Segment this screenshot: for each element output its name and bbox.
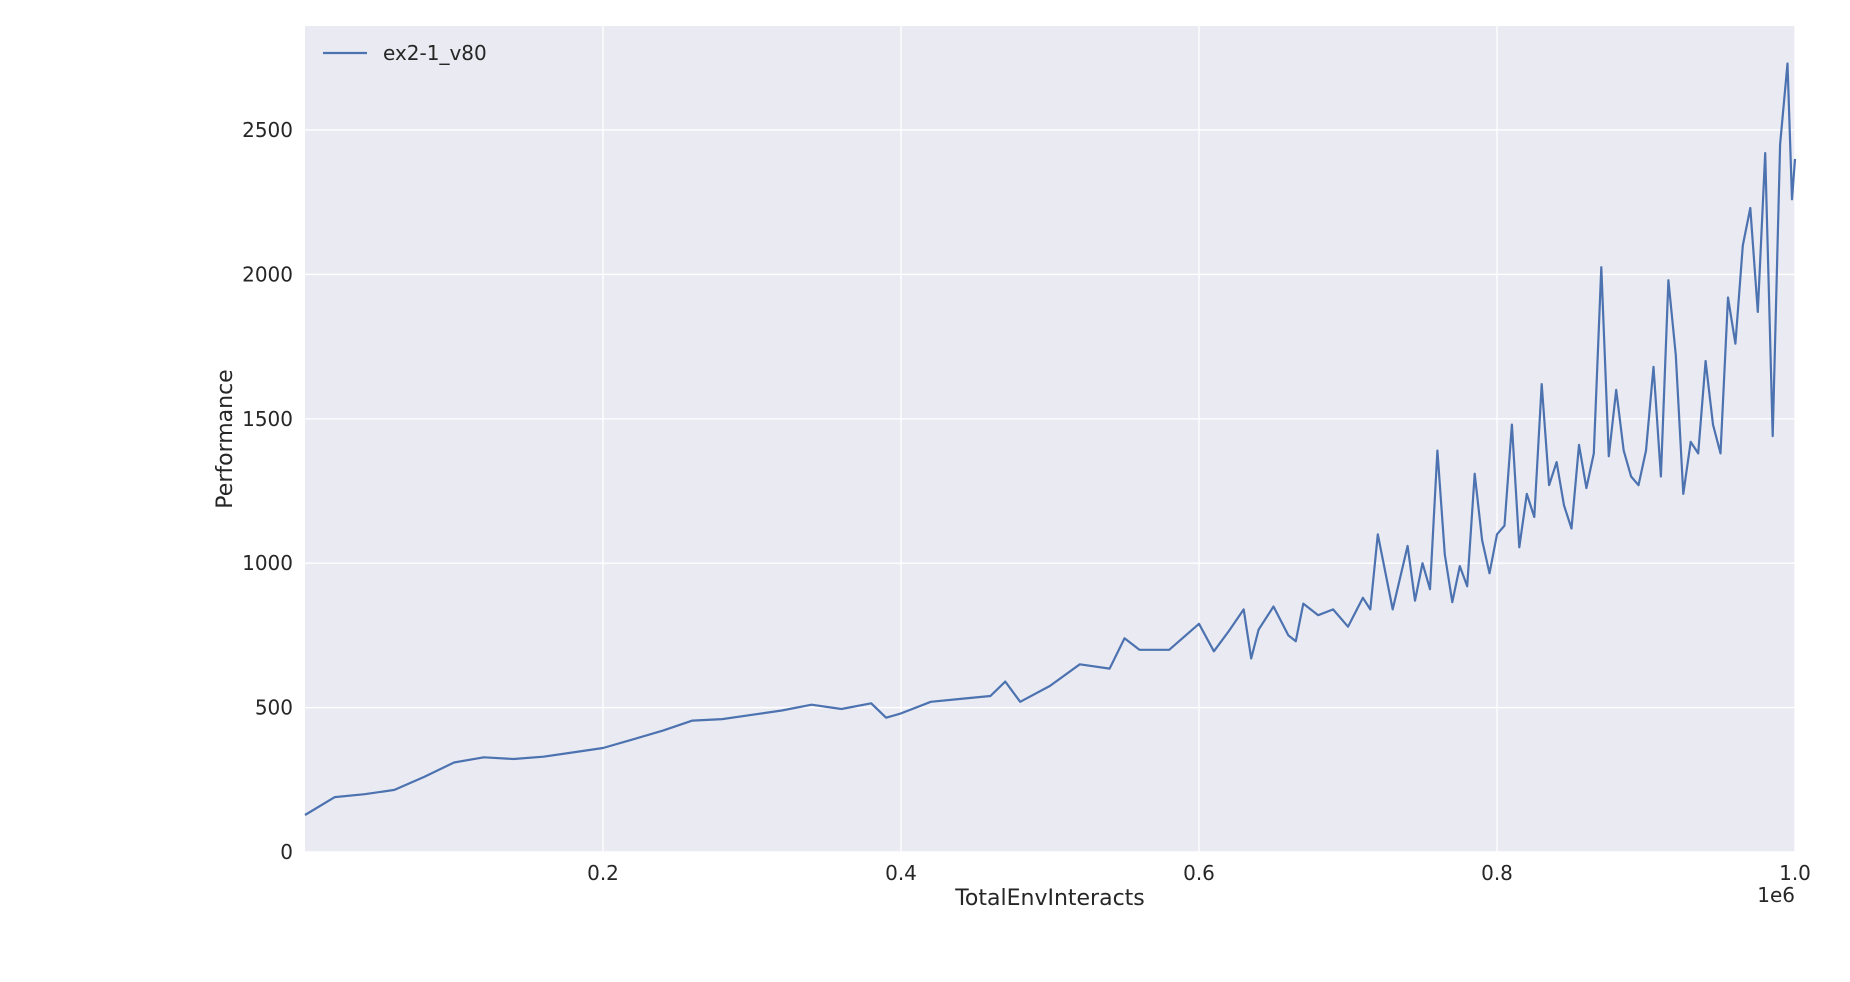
legend-entry-label: ex2-1_v80 bbox=[383, 41, 487, 65]
ticks-layer: 0 500 1000 1500 2000 2500 0.2 0.4 0.6 0.8 1.0 bbox=[242, 118, 1811, 885]
legend: ex2-1_v80 bbox=[323, 41, 487, 65]
y-tick-label: 1500 bbox=[242, 407, 293, 431]
series-line-ex2-1_v80 bbox=[304, 62, 1797, 816]
y-axis-label: Performance bbox=[213, 369, 238, 508]
x-axis-label: TotalEnvInteracts bbox=[954, 886, 1145, 911]
x-tick-label: 0.4 bbox=[885, 861, 917, 885]
y-tick-label: 500 bbox=[255, 696, 293, 720]
x-tick-label: 1.0 bbox=[1779, 861, 1811, 885]
x-tick-label: 0.2 bbox=[587, 861, 619, 885]
x-tick-label: 0.8 bbox=[1481, 861, 1513, 885]
series-layer bbox=[304, 62, 1797, 816]
y-tick-label: 1000 bbox=[242, 551, 293, 575]
x-offset-label: 1e6 bbox=[1757, 883, 1795, 907]
y-tick-label: 2500 bbox=[242, 118, 293, 142]
x-tick-label: 0.6 bbox=[1183, 861, 1215, 885]
y-tick-label: 2000 bbox=[242, 262, 293, 286]
y-tick-label: 0 bbox=[280, 840, 293, 864]
plot-background bbox=[305, 26, 1795, 852]
